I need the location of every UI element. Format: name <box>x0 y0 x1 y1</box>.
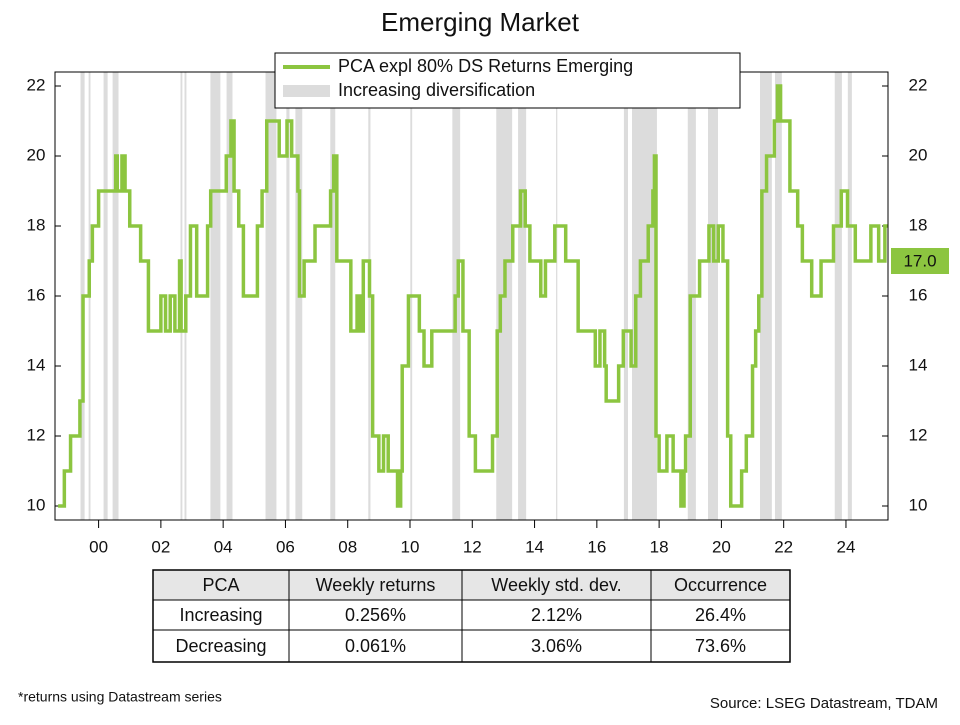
source: Source: LSEG Datastream, TDAM <box>710 695 938 712</box>
shaded-span <box>760 72 772 520</box>
table-header: Weekly std. dev. <box>491 575 621 595</box>
y-tick-label: 22 <box>27 75 46 94</box>
legend-swatch <box>283 85 330 97</box>
x-tick-label: 10 <box>401 537 420 556</box>
shaded-span <box>556 72 558 520</box>
table-header: Occurrence <box>674 575 767 595</box>
y-tick-label: 14 <box>27 355 46 374</box>
x-tick-label: 12 <box>463 537 482 556</box>
shaded-span <box>286 72 290 520</box>
shaded-span <box>210 72 221 520</box>
x-tick-label: 04 <box>214 537 233 556</box>
table-header: PCA <box>202 575 239 595</box>
end-label: 17.0 <box>903 251 936 270</box>
y2-tick-label: 20 <box>909 145 928 164</box>
table-header-bg <box>153 570 790 600</box>
table-cell: 2.12% <box>531 605 582 625</box>
shaded-span <box>226 72 233 520</box>
table-cell: Decreasing <box>175 636 266 656</box>
x-tick-label: 24 <box>836 537 855 556</box>
table-cell: Increasing <box>179 605 262 625</box>
x-tick-label: 18 <box>650 537 669 556</box>
x-tick-label: 14 <box>525 537 544 556</box>
data-line <box>58 84 888 508</box>
legend-box <box>274 52 741 109</box>
y2-tick-label: 10 <box>909 495 928 514</box>
y-tick-label: 20 <box>27 145 46 164</box>
y-tick-label: 12 <box>27 425 46 444</box>
shaded-span <box>847 72 852 520</box>
y2-tick-label: 16 <box>909 285 928 304</box>
y-tick-label: 10 <box>27 495 46 514</box>
shaded-span <box>103 72 108 520</box>
shaded-span <box>774 72 782 520</box>
legend-label: PCA expl 80% DS Returns Emerging <box>338 56 633 76</box>
x-tick-label: 02 <box>151 537 170 556</box>
x-tick-label: 08 <box>338 537 357 556</box>
shaded-span <box>265 72 277 520</box>
footnote: *returns using Datastream series <box>18 689 222 705</box>
table-cell: 0.256% <box>345 605 406 625</box>
shaded-span <box>708 72 718 520</box>
shaded-span <box>834 72 842 520</box>
x-tick-label: 00 <box>89 537 108 556</box>
table-frame <box>152 569 791 663</box>
shaded-span <box>112 72 119 520</box>
y2-tick-label: 14 <box>909 355 928 374</box>
table-cell: 3.06% <box>531 636 582 656</box>
y2-tick-label: 18 <box>909 215 928 234</box>
shaded-span <box>518 72 527 520</box>
x-tick-label: 20 <box>712 537 731 556</box>
table-header: Weekly returns <box>316 575 436 595</box>
table-cell: 73.6% <box>695 636 746 656</box>
x-tick-label: 22 <box>774 537 793 556</box>
table-cell: 26.4% <box>695 605 746 625</box>
end-label-box <box>891 248 949 274</box>
x-tick-label: 06 <box>276 537 295 556</box>
x-tick-label: 16 <box>587 537 606 556</box>
y-tick-label: 16 <box>27 285 46 304</box>
y2-tick-label: 22 <box>909 75 928 94</box>
table-cell: 0.061% <box>345 636 406 656</box>
shaded-span <box>623 72 628 520</box>
legend-label: Increasing diversification <box>338 80 535 100</box>
y2-tick-label: 12 <box>909 425 928 444</box>
y-tick-label: 18 <box>27 215 46 234</box>
chart-title: Emerging Market <box>381 7 580 37</box>
shaded-span <box>330 72 336 520</box>
